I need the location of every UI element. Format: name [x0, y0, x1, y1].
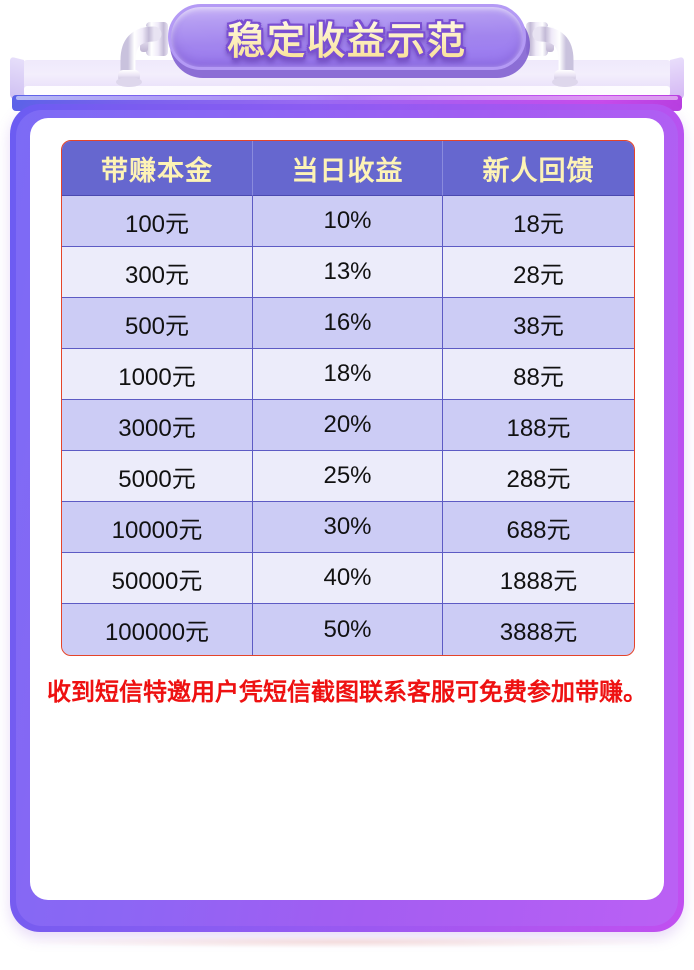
elbow-pipe-icon — [104, 14, 178, 92]
cell-newcomer-bonus: 28元 — [443, 247, 634, 298]
cell-newcomer-bonus: 288元 — [443, 451, 634, 502]
column-header-principal: 带赚本金 — [62, 141, 253, 196]
table-row: 100000元 50% 3888元 — [62, 604, 634, 655]
cell-principal: 50000元 — [62, 553, 253, 604]
cell-daily-return: 13% — [253, 247, 443, 298]
cell-daily-return: 40% — [253, 553, 443, 604]
table-header: 带赚本金 当日收益 新人回馈 — [62, 141, 634, 196]
cell-daily-return: 18% — [253, 349, 443, 400]
cell-principal: 100元 — [62, 196, 253, 247]
cell-newcomer-bonus: 188元 — [443, 400, 634, 451]
cell-principal: 5000元 — [62, 451, 253, 502]
cell-daily-return: 25% — [253, 451, 443, 502]
cell-newcomer-bonus: 38元 — [443, 298, 634, 349]
cell-principal: 3000元 — [62, 400, 253, 451]
table-header-row: 带赚本金 当日收益 新人回馈 — [62, 141, 634, 196]
cell-daily-return: 30% — [253, 502, 443, 553]
card-bottom-gloss — [34, 884, 660, 890]
table-row: 3000元 20% 188元 — [62, 400, 634, 451]
cell-newcomer-bonus: 3888元 — [443, 604, 634, 655]
rate-table: 带赚本金 当日收益 新人回馈 100元 10% 18元 300元 13% 28元… — [61, 140, 635, 656]
table-row: 50000元 40% 1888元 — [62, 553, 634, 604]
cell-daily-return: 10% — [253, 196, 443, 247]
table-row: 300元 13% 28元 — [62, 247, 634, 298]
table-row: 500元 16% 38元 — [62, 298, 634, 349]
elbow-pipe-icon — [516, 14, 590, 92]
cell-principal: 10000元 — [62, 502, 253, 553]
cell-daily-return: 16% — [253, 298, 443, 349]
cell-newcomer-bonus: 18元 — [443, 196, 634, 247]
column-header-daily-return: 当日收益 — [253, 141, 443, 196]
cell-newcomer-bonus: 688元 — [443, 502, 634, 553]
table-row: 100元 10% 18元 — [62, 196, 634, 247]
rate-table-container: 带赚本金 当日收益 新人回馈 100元 10% 18元 300元 13% 28元… — [61, 140, 635, 658]
cell-principal: 100000元 — [62, 604, 253, 655]
table-body: 100元 10% 18元 300元 13% 28元 500元 16% 38元 1… — [62, 196, 634, 655]
platform-ledge-shine — [24, 86, 670, 96]
footnote-text: 收到短信特邀用户凭短信截图联系客服可免费参加带赚。 — [47, 679, 647, 706]
card-drop-shadow — [26, 936, 668, 948]
cell-daily-return: 20% — [253, 400, 443, 451]
cell-newcomer-bonus: 1888元 — [443, 553, 634, 604]
table-row: 1000元 18% 88元 — [62, 349, 634, 400]
table-row: 5000元 25% 288元 — [62, 451, 634, 502]
page-title: 稳定收益示范 — [227, 10, 467, 65]
column-header-newcomer-bonus: 新人回馈 — [443, 141, 634, 196]
cell-principal: 300元 — [62, 247, 253, 298]
platform-strip-highlight — [16, 96, 678, 100]
cell-principal: 1000元 — [62, 349, 253, 400]
cell-daily-return: 50% — [253, 604, 443, 655]
table-row: 10000元 30% 688元 — [62, 502, 634, 553]
title-banner: 稳定收益示范 — [168, 4, 526, 70]
cell-newcomer-bonus: 88元 — [443, 349, 634, 400]
cell-principal: 500元 — [62, 298, 253, 349]
